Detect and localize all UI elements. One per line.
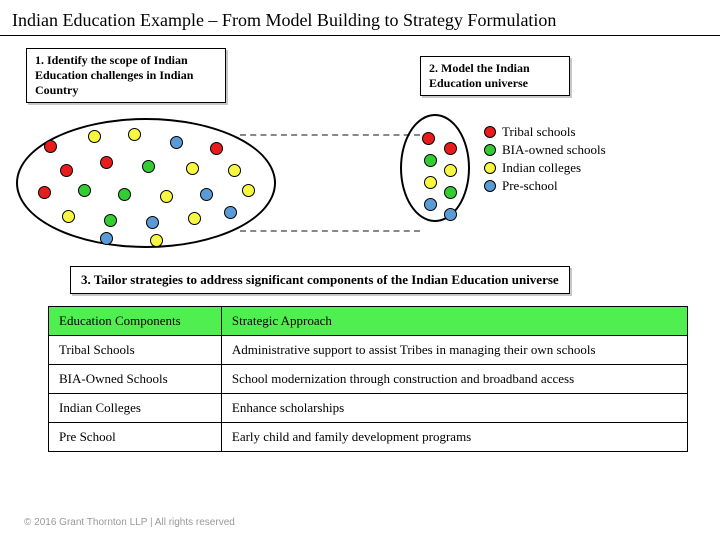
legend-row: Tribal schools	[484, 124, 606, 140]
scatter-dot	[118, 188, 131, 201]
step3-box: 3. Tailor strategies to address signific…	[70, 266, 570, 294]
upper-diagram: 1. Identify the scope of Indian Educatio…	[0, 36, 720, 256]
table-header-cell: Education Components	[49, 307, 222, 336]
scatter-dot	[104, 214, 117, 227]
scatter-dot	[62, 210, 75, 223]
table-row: Indian CollegesEnhance scholarships	[49, 394, 688, 423]
scatter-dot	[444, 164, 457, 177]
table-cell: BIA-Owned Schools	[49, 365, 222, 394]
scatter-dot	[88, 130, 101, 143]
legend-label: Pre-school	[502, 178, 558, 194]
table-cell: Early child and family development progr…	[221, 423, 687, 452]
legend-dot	[484, 126, 496, 138]
footer-copyright: © 2016 Grant Thornton LLP | All rights r…	[24, 517, 235, 528]
legend-row: Indian colleges	[484, 160, 606, 176]
legend: Tribal schools BIA-owned schools Indian co…	[484, 124, 606, 196]
scatter-dot	[142, 160, 155, 173]
step3-section: 3. Tailor strategies to address signific…	[0, 256, 720, 452]
legend-dot	[484, 162, 496, 174]
scatter-dot	[444, 186, 457, 199]
scatter-dot	[78, 184, 91, 197]
legend-row: Pre-school	[484, 178, 606, 194]
legend-label: Indian colleges	[502, 160, 581, 176]
scatter-dot	[44, 140, 57, 153]
scatter-dot	[424, 198, 437, 211]
table-row: BIA-Owned SchoolsSchool modernization th…	[49, 365, 688, 394]
table-row: Tribal SchoolsAdministrative support to …	[49, 336, 688, 365]
scatter-dot	[242, 184, 255, 197]
table-header-cell: Strategic Approach	[221, 307, 687, 336]
dashed-line-top	[240, 134, 420, 136]
table-cell: School modernization through constructio…	[221, 365, 687, 394]
step1-box: 1. Identify the scope of Indian Educatio…	[26, 48, 226, 103]
scatter-dot	[444, 142, 457, 155]
scatter-ellipse	[16, 118, 276, 248]
scatter-dot	[424, 154, 437, 167]
scatter-dot	[228, 164, 241, 177]
legend-dot	[484, 180, 496, 192]
table-row: Pre SchoolEarly child and family develop…	[49, 423, 688, 452]
scatter-dot	[186, 162, 199, 175]
scatter-dot	[150, 234, 163, 247]
table-cell: Administrative support to assist Tribes …	[221, 336, 687, 365]
table-cell: Enhance scholarships	[221, 394, 687, 423]
legend-dot	[484, 144, 496, 156]
table-cell: Pre School	[49, 423, 222, 452]
scatter-dot	[100, 232, 113, 245]
scatter-dot	[210, 142, 223, 155]
strategy-table: Education ComponentsStrategic Approach T…	[48, 306, 688, 452]
scatter-dot	[224, 206, 237, 219]
scatter-dot	[60, 164, 73, 177]
table-cell: Tribal Schools	[49, 336, 222, 365]
scatter-dot	[422, 132, 435, 145]
legend-row: BIA-owned schools	[484, 142, 606, 158]
scatter-dot	[128, 128, 141, 141]
page-title: Indian Education Example – From Model Bu…	[0, 0, 720, 36]
scatter-dot	[424, 176, 437, 189]
scatter-dot	[146, 216, 159, 229]
legend-label: BIA-owned schools	[502, 142, 606, 158]
table-cell: Indian Colleges	[49, 394, 222, 423]
scatter-dot	[188, 212, 201, 225]
scatter-dot	[38, 186, 51, 199]
scatter-dot	[200, 188, 213, 201]
scatter-dot	[170, 136, 183, 149]
scatter-dot	[100, 156, 113, 169]
legend-label: Tribal schools	[502, 124, 576, 140]
scatter-dot	[444, 208, 457, 221]
step2-box: 2. Model the Indian Education universe	[420, 56, 570, 96]
scatter-dot	[160, 190, 173, 203]
dashed-line-bottom	[240, 230, 420, 232]
